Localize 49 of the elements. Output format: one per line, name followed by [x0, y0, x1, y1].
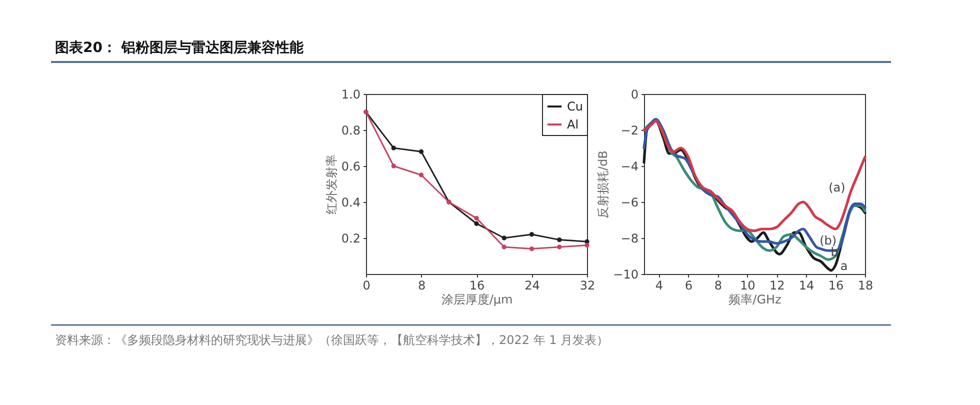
point: [391, 146, 396, 150]
y-axis-title: 红外发射率: [324, 154, 338, 214]
legend-label: Cu: [567, 100, 583, 114]
point: [474, 216, 479, 221]
x-tick-label: 8: [714, 278, 722, 292]
point: [391, 164, 396, 168]
y-tick-label: −4: [620, 160, 638, 174]
y-tick-label: 0.4: [341, 196, 360, 210]
point: [502, 236, 506, 240]
point: [557, 244, 562, 250]
x-axis-title: 频率/GHz: [728, 292, 782, 306]
y-tick-label: 0.8: [341, 124, 360, 138]
x-tick-label: 10: [740, 278, 756, 292]
y-tick-label: 1.0: [341, 88, 360, 102]
x-tick-label: 24: [524, 278, 540, 292]
x-axis-title: 涂层厚度/μm: [441, 292, 513, 306]
annotation: a: [840, 258, 848, 273]
point: [502, 244, 506, 250]
line-series: [642, 120, 866, 232]
y-axis-title: 反射损耗/dB: [596, 150, 610, 218]
x-tick-label: 12: [769, 278, 785, 292]
y-tick-label: −2: [620, 124, 638, 138]
y-tick-label: −6: [620, 196, 638, 210]
x-tick-label: 6: [684, 278, 693, 292]
y-tick-label: 0.2: [341, 232, 360, 246]
text: 图表20： 铝粉图层与雷达图层兼容性能: [55, 39, 304, 56]
point: [418, 149, 424, 154]
point: [418, 172, 424, 178]
point: [474, 221, 479, 226]
point: [584, 242, 590, 248]
text: 资料来源：《多频段隐身材料的研究现状与进展》（徐国跃等，【航空科学技术】，2022 年 1 月发表）: [55, 333, 609, 347]
annotation: (a): [828, 180, 846, 195]
y-tick-label: 0.6: [341, 160, 360, 174]
x-tick-label: 16: [469, 278, 485, 292]
x-tick-label: 16: [828, 278, 844, 292]
point: [529, 246, 534, 252]
x-tick-label: 4: [655, 278, 664, 292]
x-tick-label: 8: [418, 278, 426, 292]
annotation: (b): [820, 234, 837, 248]
x-tick-label: 32: [580, 278, 596, 292]
y-tick-label: −10: [613, 268, 638, 282]
legend-label: Al: [567, 118, 579, 132]
x-tick-label: 14: [798, 278, 814, 292]
point: [529, 232, 534, 237]
x-tick-label: 0: [362, 278, 370, 292]
y-tick-label: −8: [620, 232, 638, 246]
y-tick-label: 0: [630, 88, 638, 102]
point: [557, 237, 562, 242]
x-tick-label: 18: [858, 278, 874, 292]
